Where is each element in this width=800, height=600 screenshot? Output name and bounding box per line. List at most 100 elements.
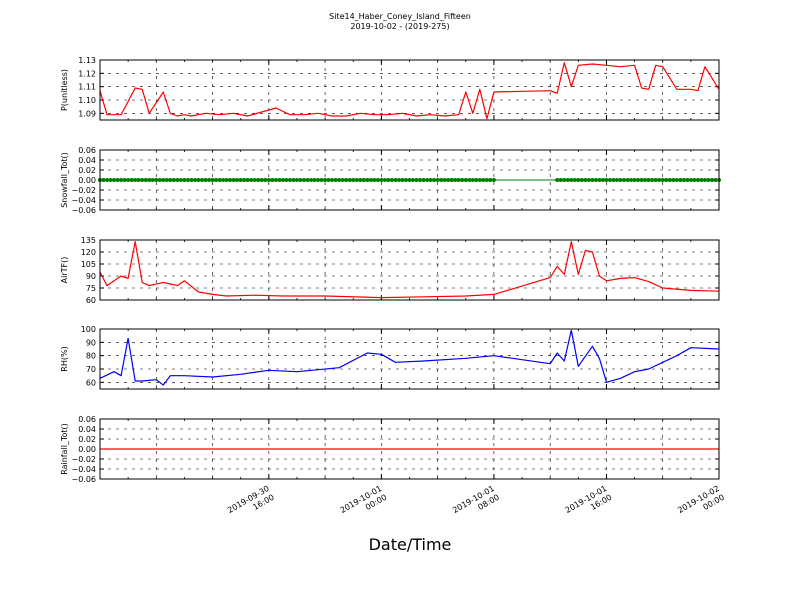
panel-3: 135 120 105 90 75 60 AirTF() xyxy=(60,236,720,305)
data-point xyxy=(259,178,264,182)
data-point xyxy=(266,178,271,182)
y-tick-label: −0.04 xyxy=(71,465,96,474)
data-point xyxy=(488,178,493,182)
data-point xyxy=(643,178,648,182)
y-tick-label: −0.02 xyxy=(71,186,96,195)
data-point xyxy=(386,178,391,182)
data-point xyxy=(629,178,634,182)
data-point xyxy=(238,178,243,182)
data-point xyxy=(185,178,190,182)
axes-frame xyxy=(99,59,720,121)
data-point xyxy=(446,178,451,182)
data-point xyxy=(639,178,644,182)
data-point xyxy=(685,178,690,182)
data-point xyxy=(126,178,131,182)
y-tick-label: 90 xyxy=(86,272,96,281)
data-point xyxy=(305,178,310,182)
y-tick-label: 60 xyxy=(86,378,96,387)
data-point xyxy=(372,178,377,182)
data-point xyxy=(133,178,138,182)
series-line xyxy=(99,241,720,299)
data-point xyxy=(189,178,194,182)
data-point xyxy=(411,178,416,182)
data-point xyxy=(586,178,591,182)
data-point xyxy=(692,178,697,182)
data-point xyxy=(207,178,212,182)
x-axis-label: Date/Time xyxy=(369,535,452,554)
data-point xyxy=(671,178,676,182)
data-point xyxy=(678,178,683,182)
data-point xyxy=(171,178,176,182)
data-point xyxy=(245,178,250,182)
data-point xyxy=(453,178,458,182)
data-point xyxy=(660,178,665,182)
data-point xyxy=(192,178,197,182)
panels: 1.091.101.111.121.13P(unitless)0.060.040… xyxy=(60,56,721,484)
data-point xyxy=(583,178,588,182)
y-tick-label: 0.02 xyxy=(78,435,96,444)
data-point xyxy=(196,178,201,182)
data-point xyxy=(667,178,672,182)
data-point xyxy=(625,178,630,182)
data-point xyxy=(562,178,567,182)
data-point xyxy=(330,178,335,182)
data-point xyxy=(688,178,693,182)
data-point xyxy=(597,178,602,182)
data-point xyxy=(713,178,718,182)
y-tick-label: 60 xyxy=(86,296,96,305)
data-point xyxy=(611,178,616,182)
data-point xyxy=(474,178,479,182)
y-tick-label: 1.13 xyxy=(78,56,96,65)
y-tick-label: 1.11 xyxy=(78,83,96,92)
data-point xyxy=(622,178,627,182)
data-point xyxy=(249,178,254,182)
data-point xyxy=(467,178,472,182)
y-tick-label: 0.06 xyxy=(78,146,96,155)
data-point xyxy=(618,178,623,182)
data-point xyxy=(382,178,387,182)
y-tick-label: 0.04 xyxy=(78,156,96,165)
data-point xyxy=(347,178,352,182)
data-point xyxy=(270,178,275,182)
data-point xyxy=(168,178,173,182)
data-point xyxy=(112,178,117,182)
data-point xyxy=(442,178,447,182)
y-tick-label: 1.10 xyxy=(78,96,96,105)
data-point xyxy=(477,178,482,182)
y-tick-label: −0.06 xyxy=(71,475,96,484)
data-point xyxy=(235,178,240,182)
data-point xyxy=(674,178,679,182)
data-point xyxy=(101,178,106,182)
y-tick-label: 100 xyxy=(81,325,96,334)
data-point xyxy=(273,178,278,182)
data-point xyxy=(182,178,187,182)
data-point xyxy=(396,178,401,182)
data-point xyxy=(154,178,159,182)
data-point xyxy=(231,178,236,182)
data-point xyxy=(365,178,370,182)
data-point xyxy=(368,178,373,182)
data-point xyxy=(354,178,359,182)
data-point xyxy=(147,178,152,182)
panel-2: 0.060.040.020.00−0.02−0.04−0.06Snowfall_… xyxy=(60,146,721,215)
y-tick-label: 70 xyxy=(86,365,96,374)
data-point xyxy=(298,178,303,182)
data-point xyxy=(280,178,285,182)
data-point xyxy=(702,178,707,182)
data-point xyxy=(199,178,204,182)
figure-subtitle: 2019-10-02 - (2019-275) xyxy=(350,22,449,31)
panel-4: 100 90 80 70 60 RH(%) xyxy=(60,325,720,390)
data-point xyxy=(301,178,306,182)
series-line xyxy=(99,329,720,386)
y-tick-label: 135 xyxy=(81,236,96,245)
axes-frame xyxy=(99,239,720,301)
data-point xyxy=(214,178,219,182)
y-tick-label: 0.00 xyxy=(78,176,96,185)
data-point xyxy=(432,178,437,182)
